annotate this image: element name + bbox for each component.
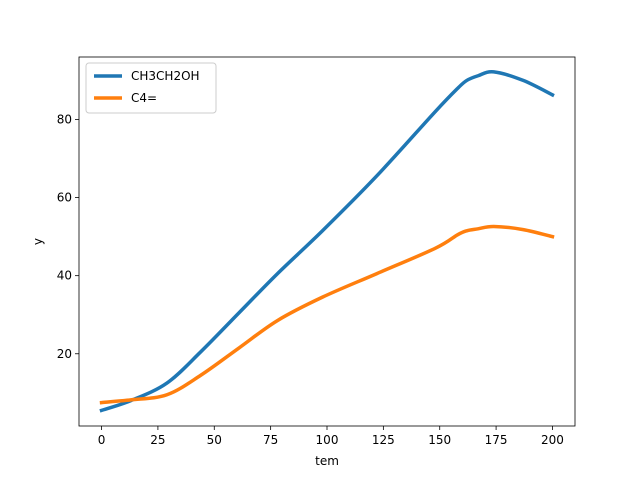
x-tick-label: 100: [316, 433, 339, 447]
x-tick-label: 25: [150, 433, 165, 447]
legend-label: C4=: [131, 91, 157, 105]
series-line-0: [99, 69, 555, 413]
legend: CH3CH2OH C4=: [85, 62, 217, 114]
series-line-1: [99, 224, 555, 405]
y-axis-ticks: 20 40 60 80: [57, 112, 79, 361]
x-tick-label: 175: [485, 433, 508, 447]
x-axis-ticks: 0 25 50 75 100 125 150 175 200: [98, 426, 564, 447]
x-tick-label: 125: [372, 433, 395, 447]
y-tick-label: 20: [57, 347, 72, 361]
legend-label: CH3CH2OH: [131, 69, 200, 83]
plot-frame: [78, 56, 576, 427]
x-tick-label: 150: [428, 433, 451, 447]
y-tick-label: 60: [57, 191, 72, 205]
x-tick-label: 0: [98, 433, 106, 447]
y-axis-label: y: [31, 238, 45, 245]
series-layer: [99, 69, 555, 413]
x-tick-label: 200: [541, 433, 564, 447]
x-tick-label: 75: [263, 433, 278, 447]
y-tick-label: 40: [57, 269, 72, 283]
x-tick-label: 50: [207, 433, 222, 447]
x-axis-label: tem: [315, 454, 339, 468]
y-tick-label: 80: [57, 112, 72, 126]
